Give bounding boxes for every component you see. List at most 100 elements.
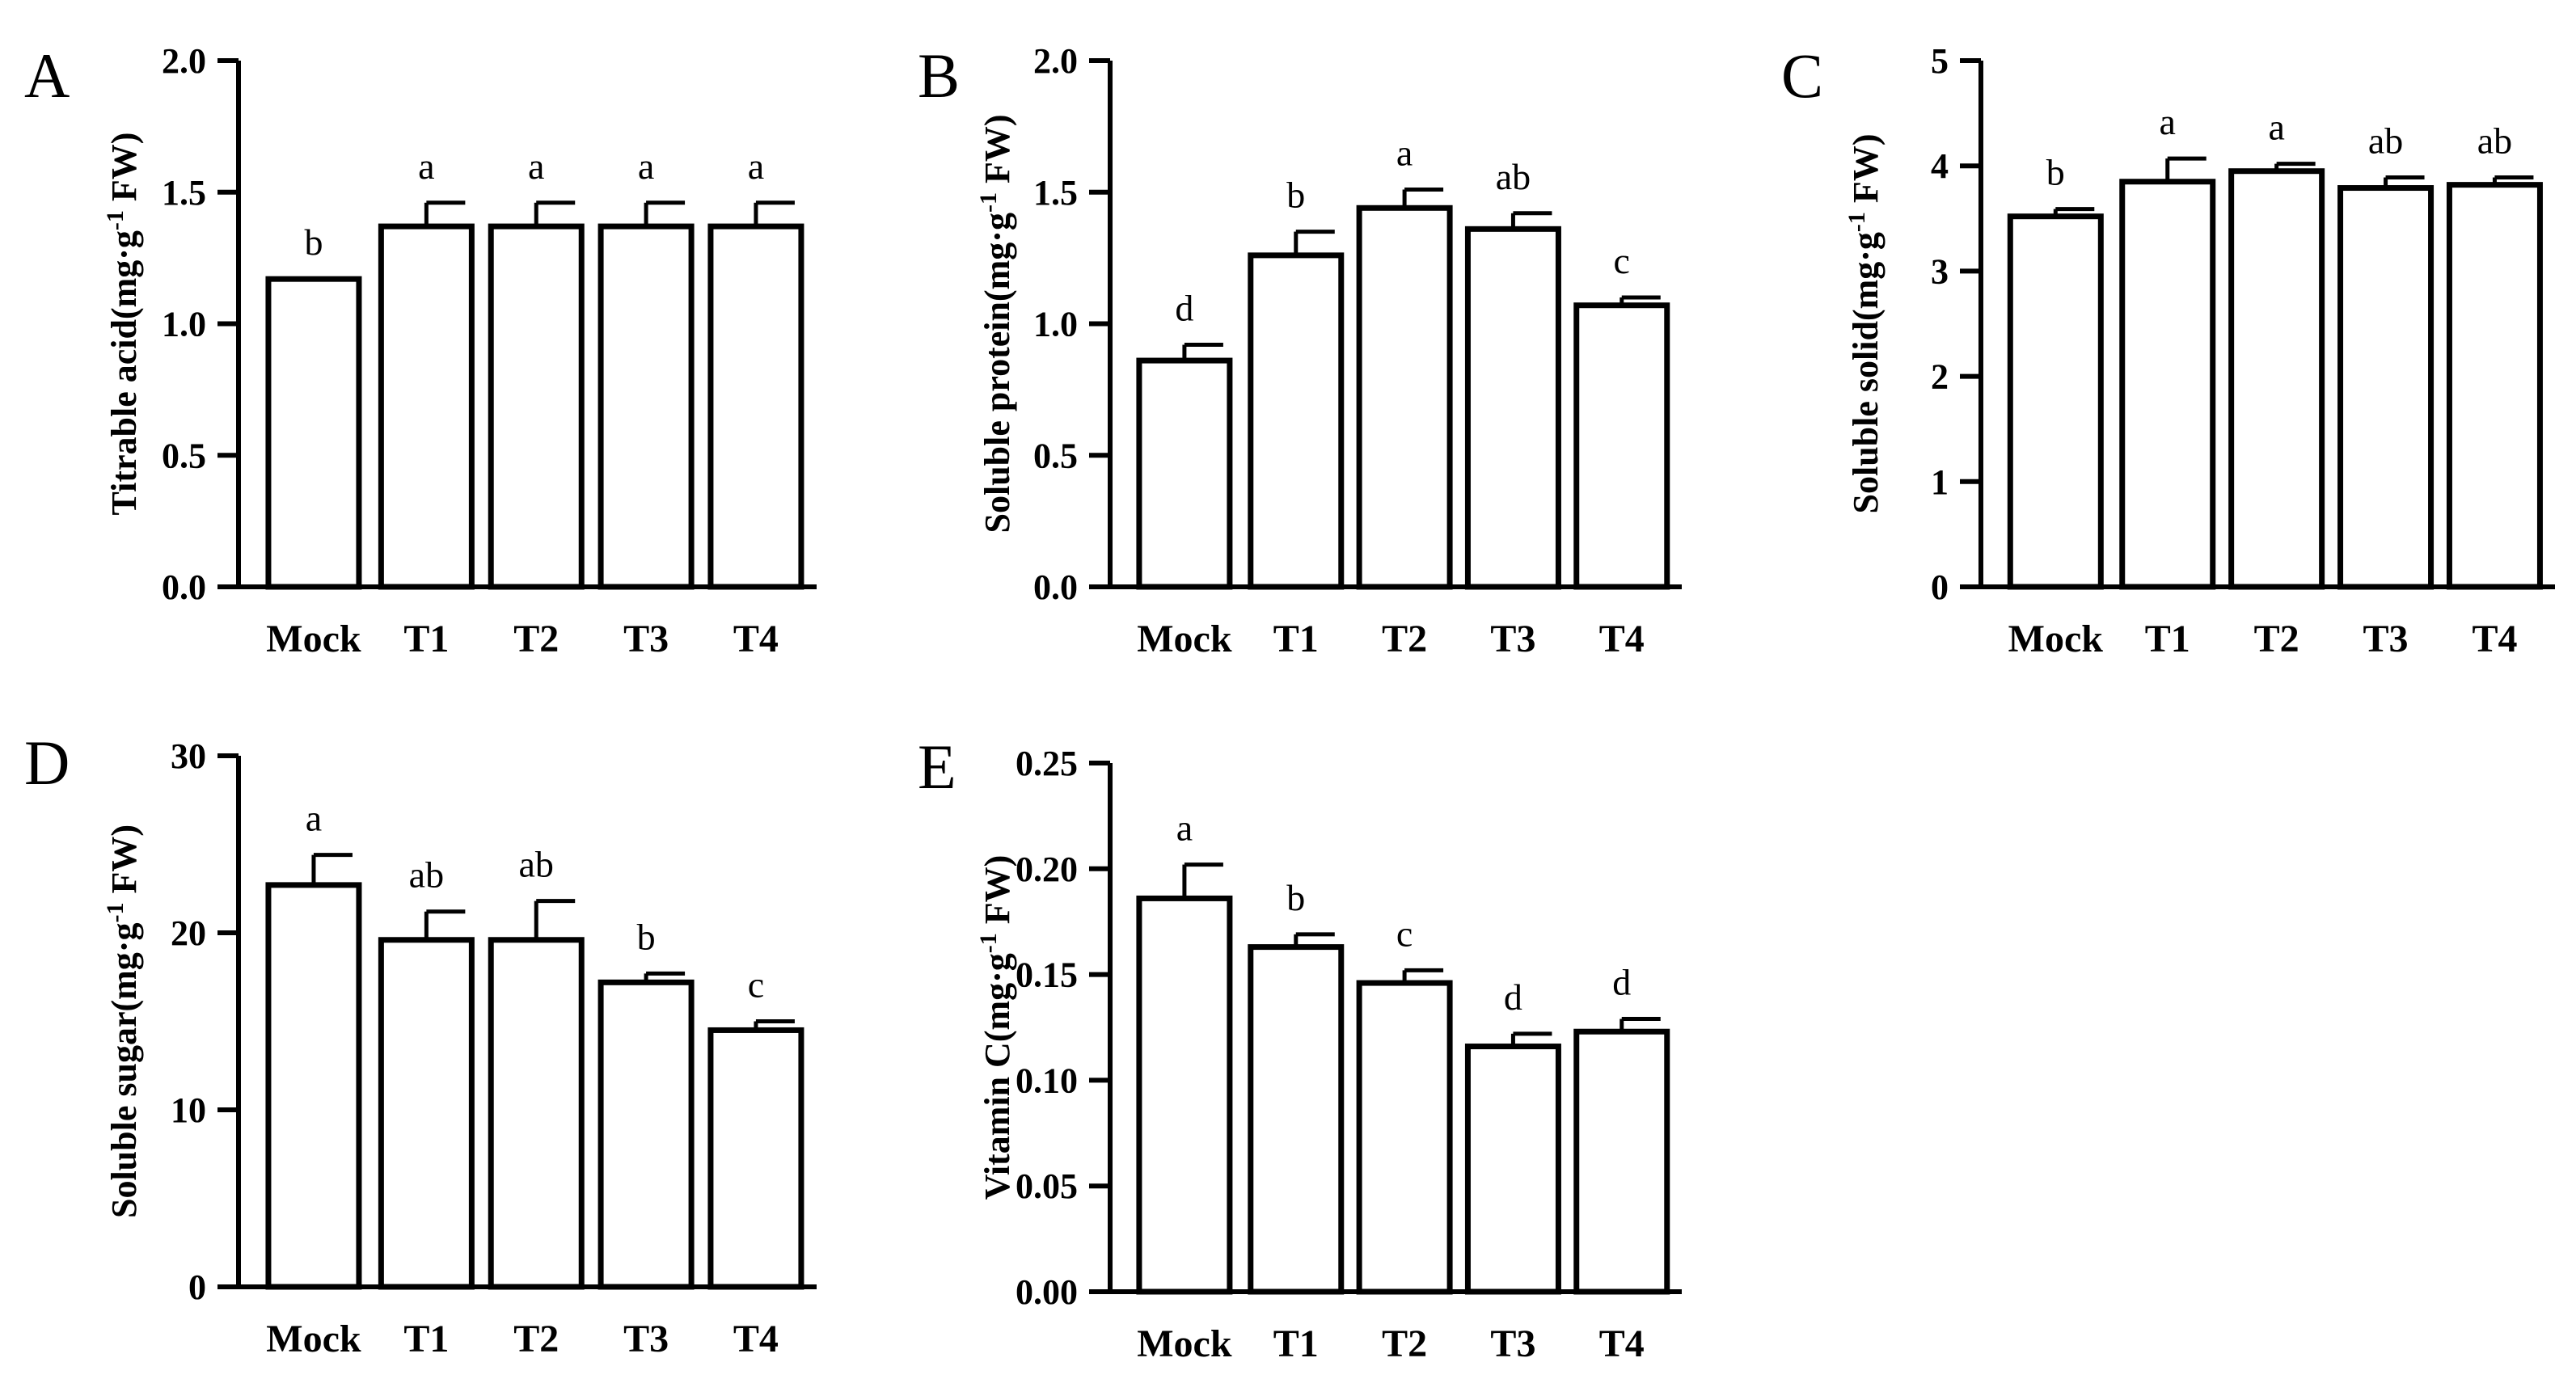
- significance-label: a: [638, 145, 654, 187]
- significance-label: a: [748, 145, 764, 187]
- y-axis-title-superscript: -1: [975, 192, 1002, 213]
- panel-b: B 0.0 0.5 1.0 1.5 2.0 Soluble protein(mg·g-1 F…: [918, 40, 1682, 660]
- significance-label: a: [306, 798, 322, 839]
- significance-label: a: [2160, 101, 2176, 142]
- bar-t1: [378, 223, 475, 590]
- bar-t3: [598, 979, 695, 1290]
- bar-mock: [2007, 213, 2104, 590]
- y-axis-title-superscript: -1: [1843, 212, 1870, 232]
- bar-t3: [598, 223, 695, 590]
- category-label: Mock: [266, 618, 361, 660]
- y-tick-label: 1.0: [1033, 305, 1078, 344]
- panel-d: D 0 10 20 30 Soluble sugar(mg·g-1 FW) a Mock ab T…: [24, 727, 817, 1360]
- y-tick-label: 0.05: [1016, 1166, 1078, 1206]
- bar-t4: [707, 1027, 804, 1290]
- y-tick-label: 0.00: [1016, 1272, 1078, 1312]
- category-label: Mock: [266, 1318, 361, 1360]
- y-axis-title-tail: FW): [104, 133, 144, 211]
- panel-e: E 0.00 0.05 0.10 0.15 0.20 0.25 Vitamin C(mg·g-…: [918, 732, 1682, 1365]
- y-tick-label: 10: [171, 1090, 206, 1130]
- bar-t2: [488, 937, 585, 1290]
- significance-label: b: [1286, 877, 1305, 918]
- category-label: T1: [2145, 618, 2190, 660]
- significance-label: c: [1614, 240, 1630, 281]
- category-label: T1: [403, 1318, 449, 1360]
- y-axis-title-tail: FW): [978, 855, 1017, 934]
- y-tick-label: 1.0: [162, 305, 206, 344]
- y-tick-label: 5: [1931, 41, 1949, 81]
- y-axis-title-tail: FW): [1846, 134, 1886, 213]
- significance-label: b: [2046, 152, 2065, 193]
- category-label: T3: [1490, 618, 1535, 660]
- bar-mock: [1136, 895, 1233, 1295]
- y-axis-title: Soluble solid(mg·g-1 FW): [1843, 134, 1886, 514]
- bar-t4: [1573, 302, 1670, 590]
- bar-t2: [1356, 205, 1453, 590]
- bar-t4: [1573, 1028, 1670, 1295]
- bar-t2: [1356, 980, 1453, 1295]
- category-label: T2: [513, 618, 559, 660]
- bar-t4: [2446, 182, 2543, 590]
- significance-label: a: [418, 145, 434, 187]
- y-axis-title-tail: FW): [104, 824, 144, 903]
- bar-t1: [378, 937, 475, 1290]
- category-label: T2: [2254, 618, 2299, 660]
- bar-mock: [1136, 357, 1233, 590]
- bar-t1: [1248, 252, 1345, 590]
- category-label: T3: [2363, 618, 2409, 660]
- category-label: T3: [623, 618, 669, 660]
- significance-label: a: [2268, 107, 2284, 148]
- y-tick-label: 0: [1931, 567, 1949, 607]
- category-label: T4: [2472, 618, 2517, 660]
- y-tick-label: 0.5: [162, 436, 206, 475]
- y-tick-label: 1.5: [1033, 173, 1078, 213]
- bar-t1: [1248, 944, 1345, 1295]
- panel-letter: D: [24, 727, 70, 798]
- y-tick-label: 20: [171, 913, 206, 953]
- y-tick-label: 30: [171, 736, 206, 776]
- bar-t3: [1464, 1044, 1561, 1295]
- panel-letter: E: [918, 732, 956, 802]
- y-axis-title-main: Soluble solid(mg·g: [1846, 232, 1886, 513]
- y-axis-title-superscript: -1: [102, 210, 129, 230]
- category-label: T4: [1599, 618, 1645, 660]
- y-axis-title-main: Soluble sugar(mg·g: [104, 923, 144, 1219]
- y-axis-title-main: Vitamin C(mg·g: [978, 953, 1017, 1200]
- significance-label: d: [1612, 962, 1631, 1003]
- significance-label: c: [1396, 913, 1413, 954]
- y-axis-title-tail: FW): [978, 115, 1017, 193]
- category-label: T3: [1490, 1322, 1535, 1365]
- y-axis-title-main: Titrable acid(mg·g: [104, 230, 144, 515]
- category-label: T1: [1273, 618, 1319, 660]
- y-tick-label: 2: [1931, 357, 1949, 397]
- panel-letter: B: [918, 40, 960, 111]
- category-label: T2: [513, 1318, 559, 1360]
- y-tick-label: 0.10: [1016, 1061, 1078, 1100]
- y-axis-title: Soluble sugar(mg·g-1 FW): [102, 824, 144, 1218]
- category-label: T1: [1273, 1322, 1319, 1365]
- y-tick-label: 0.20: [1016, 850, 1078, 889]
- y-tick-label: 1: [1931, 462, 1949, 502]
- significance-label: d: [1175, 288, 1193, 329]
- bar-t3: [2337, 185, 2435, 590]
- significance-label: d: [1504, 976, 1522, 1018]
- bar-t3: [1464, 226, 1561, 590]
- y-tick-label: 0.0: [162, 567, 206, 607]
- y-axis-title: Vitamin C(mg·g-1 FW): [975, 855, 1017, 1200]
- y-axis-title-main: Soluble protein(mg·g: [978, 213, 1017, 533]
- significance-label: ab: [409, 854, 444, 896]
- significance-label: b: [637, 916, 656, 957]
- y-tick-label: 2.0: [162, 41, 206, 81]
- panel-c: C 0 1 2 3 4 5 Soluble solid(mg·g-1 FW) b Mock a T1 a…: [1781, 40, 2555, 660]
- panel-letter: A: [24, 40, 70, 111]
- bar-mock: [265, 276, 362, 590]
- significance-label: ab: [2477, 120, 2512, 162]
- significance-label: b: [1286, 175, 1305, 216]
- y-tick-label: 0.0: [1033, 567, 1078, 607]
- bar-t2: [488, 223, 585, 590]
- bar-t1: [2119, 179, 2216, 590]
- category-label: Mock: [2008, 618, 2104, 660]
- significance-label: a: [1176, 808, 1193, 849]
- y-tick-label: 4: [1931, 146, 1949, 186]
